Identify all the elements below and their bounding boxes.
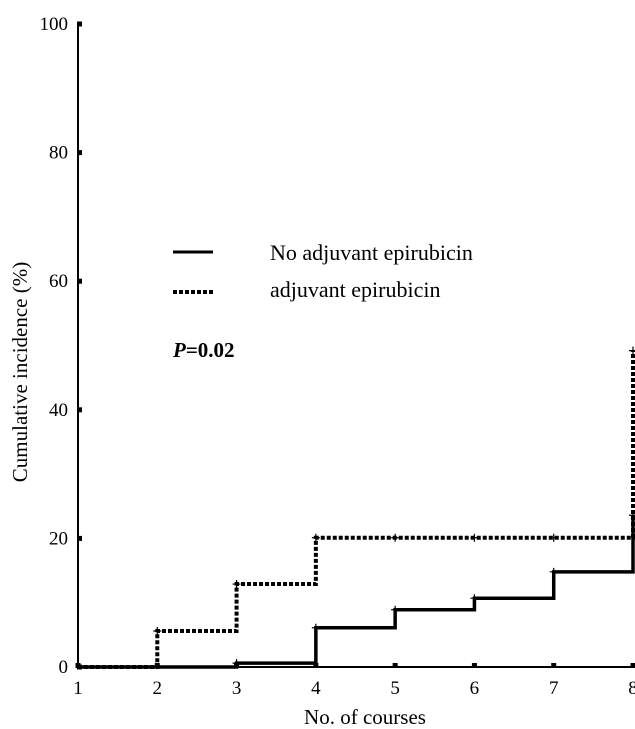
series-group — [78, 346, 635, 669]
x-tick-label: 1 — [73, 678, 83, 699]
censor-mark — [232, 659, 241, 668]
y-tick-label: 80 — [49, 143, 68, 164]
y-tick-mark — [77, 278, 82, 284]
x-tick-label: 7 — [549, 678, 559, 699]
censor-mark — [629, 346, 635, 355]
x-tick-label: 5 — [390, 678, 400, 699]
legend: No adjuvant epirubicin adjuvant epirubic… — [173, 240, 473, 302]
y-tick-label: 40 — [49, 400, 68, 421]
y-ticks: 0 20 40 60 80 100 — [40, 14, 82, 678]
p-value-letter: P — [172, 338, 186, 362]
y-tick-label: 20 — [49, 528, 68, 549]
censor-mark — [311, 533, 320, 542]
x-tick-label: 6 — [470, 678, 480, 699]
censor-mark — [470, 533, 479, 542]
x-tick-mark — [551, 663, 557, 668]
y-axis-title: Cumulative incidence (%) — [8, 262, 32, 482]
series-adjuvant-line — [78, 350, 635, 669]
censor-mark — [232, 580, 241, 589]
x-tick-mark — [392, 663, 398, 668]
censor-mark — [153, 626, 162, 635]
y-tick-label: 60 — [49, 271, 68, 292]
x-tick-label: 8 — [628, 678, 635, 699]
y-tick-mark — [77, 535, 82, 541]
x-axis-title: No. of courses — [304, 705, 426, 729]
y-tick-mark — [77, 407, 82, 413]
p-value-annotation: P=0.02 — [172, 338, 235, 362]
censor-mark — [629, 511, 635, 520]
x-tick-label: 2 — [153, 678, 163, 699]
x-tick-mark — [471, 663, 477, 668]
censor-mark — [549, 567, 558, 576]
x-tick-mark — [313, 663, 319, 668]
y-tick-label: 0 — [59, 657, 69, 678]
legend-label-adjuvant: adjuvant epirubicin — [270, 277, 440, 302]
y-tick-mark — [77, 150, 82, 156]
censor-mark — [311, 623, 320, 632]
y-tick-label: 100 — [40, 14, 69, 35]
p-value-text: =0.02 — [186, 338, 235, 362]
legend-label-no-adjuvant: No adjuvant epirubicin — [270, 240, 473, 265]
x-tick-label: 4 — [311, 678, 321, 699]
y-tick-mark — [77, 21, 82, 27]
censor-mark — [470, 594, 479, 603]
x-tick-mark — [630, 663, 635, 668]
x-tick-label: 3 — [232, 678, 242, 699]
axes — [77, 24, 633, 668]
censor-mark — [391, 533, 400, 542]
censor-mark — [549, 533, 558, 542]
censor-mark — [391, 605, 400, 614]
